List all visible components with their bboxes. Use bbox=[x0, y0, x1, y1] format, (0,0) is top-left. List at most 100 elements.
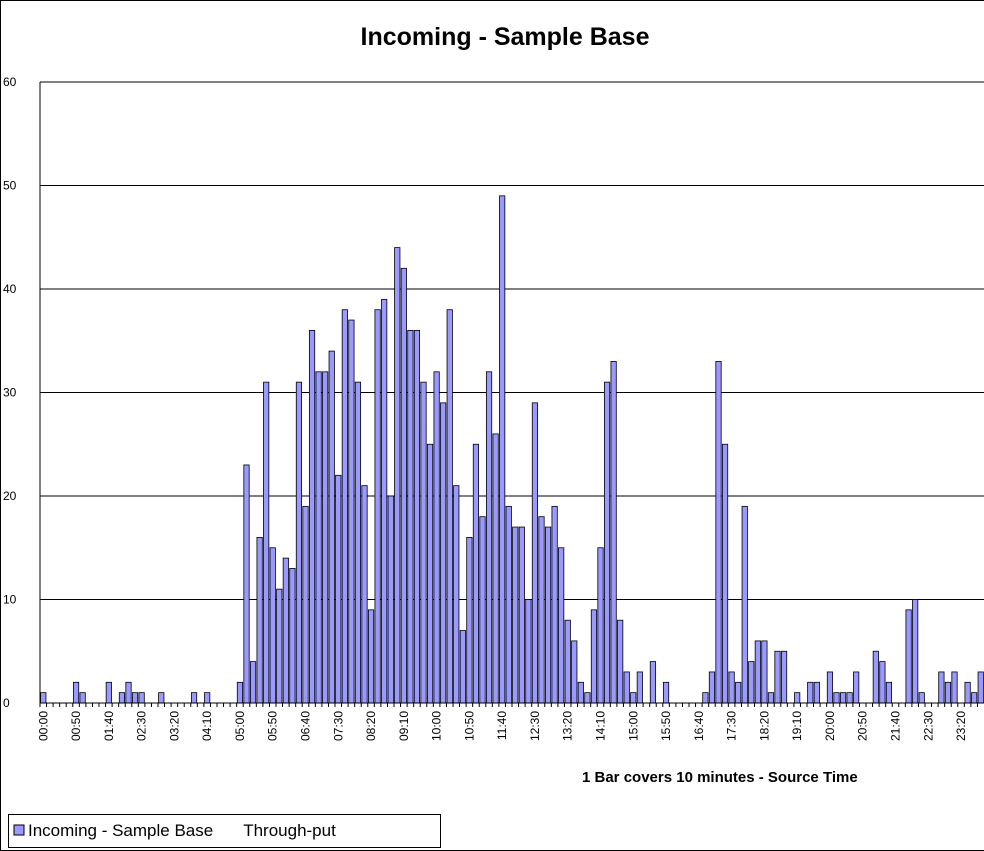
x-tick-label: 03:20 bbox=[167, 711, 181, 741]
bar bbox=[538, 516, 545, 704]
bar bbox=[603, 381, 611, 704]
bar bbox=[315, 371, 322, 704]
bar bbox=[577, 681, 584, 704]
bar bbox=[499, 195, 506, 704]
bar bbox=[708, 671, 716, 704]
bar bbox=[951, 671, 958, 704]
bar bbox=[158, 692, 165, 704]
y-tick-label: 0 bbox=[3, 696, 10, 710]
legend-label: Incoming - Sample Base bbox=[28, 821, 213, 840]
x-tick-label: 18:20 bbox=[757, 711, 771, 741]
bar bbox=[597, 547, 604, 704]
bar bbox=[702, 692, 709, 704]
x-tick-label: 04:10 bbox=[200, 711, 214, 741]
bar bbox=[518, 526, 525, 704]
bar bbox=[525, 599, 532, 704]
x-tick-label: 16:40 bbox=[692, 711, 706, 741]
x-tick-label: 23:20 bbox=[954, 711, 968, 741]
bar bbox=[40, 692, 47, 704]
bar bbox=[767, 692, 775, 704]
bar bbox=[433, 371, 440, 704]
y-tick-label: 40 bbox=[3, 282, 17, 296]
x-tick-label: 13:20 bbox=[561, 711, 575, 741]
bar bbox=[374, 309, 381, 704]
bar bbox=[564, 619, 571, 704]
bar bbox=[912, 599, 919, 704]
bar bbox=[846, 692, 853, 704]
y-tick-label: 10 bbox=[3, 593, 17, 607]
bar bbox=[794, 692, 801, 704]
bar bbox=[649, 661, 657, 704]
x-tick-label: 09:10 bbox=[397, 711, 411, 741]
bar bbox=[879, 661, 886, 704]
bar bbox=[544, 526, 552, 704]
bar bbox=[269, 547, 276, 704]
bar bbox=[918, 692, 925, 704]
bar bbox=[440, 402, 447, 704]
bar bbox=[610, 361, 617, 704]
bar bbox=[131, 692, 139, 704]
bar bbox=[728, 671, 735, 704]
bar bbox=[125, 681, 132, 704]
bar bbox=[243, 464, 250, 704]
x-tick-label: 05:00 bbox=[233, 711, 247, 741]
bar bbox=[354, 381, 362, 704]
bar bbox=[72, 681, 80, 704]
bar bbox=[453, 485, 460, 704]
bar bbox=[813, 681, 820, 704]
bar bbox=[413, 329, 421, 704]
x-tick-label: 20:50 bbox=[856, 711, 870, 741]
x-tick-label: 22:30 bbox=[921, 711, 935, 741]
bar bbox=[420, 381, 427, 704]
bar bbox=[944, 681, 952, 704]
y-tick-label: 50 bbox=[3, 179, 17, 193]
y-tick-label: 60 bbox=[3, 75, 17, 89]
bar bbox=[735, 681, 742, 704]
bar bbox=[295, 381, 303, 704]
bar bbox=[885, 681, 893, 704]
bar bbox=[400, 267, 407, 704]
bar bbox=[741, 505, 748, 704]
bar bbox=[302, 505, 309, 704]
bar bbox=[754, 640, 761, 704]
chart-title: Incoming - Sample Base bbox=[361, 23, 650, 51]
bar bbox=[826, 671, 834, 704]
bar bbox=[964, 681, 971, 704]
bar bbox=[446, 309, 453, 704]
bar bbox=[584, 692, 591, 704]
x-tick-label: 01:40 bbox=[102, 711, 116, 741]
bar bbox=[407, 329, 414, 704]
bar bbox=[512, 526, 519, 704]
bar bbox=[938, 671, 945, 704]
bar bbox=[807, 681, 814, 704]
bar bbox=[905, 609, 912, 704]
x-tick-label: 14:10 bbox=[594, 711, 608, 741]
bar bbox=[367, 609, 375, 704]
legend-swatch bbox=[13, 824, 25, 836]
bar bbox=[118, 692, 126, 704]
x-tick-label: 15:50 bbox=[659, 711, 673, 741]
bar bbox=[308, 329, 316, 704]
bar bbox=[662, 681, 670, 704]
bar bbox=[322, 371, 329, 704]
bar bbox=[348, 319, 355, 704]
bar bbox=[328, 350, 335, 704]
bar bbox=[853, 671, 860, 704]
bar bbox=[236, 681, 244, 704]
y-tick-label: 30 bbox=[3, 386, 17, 400]
x-tick-label: 20:00 bbox=[823, 711, 837, 741]
bar bbox=[505, 505, 512, 704]
bar bbox=[748, 661, 755, 704]
bar bbox=[479, 516, 486, 704]
bar bbox=[249, 661, 257, 704]
bar bbox=[387, 495, 394, 704]
bar bbox=[263, 381, 270, 704]
x-tick-label: 15:00 bbox=[626, 711, 640, 741]
bar bbox=[630, 692, 637, 704]
bar bbox=[551, 505, 558, 704]
bar bbox=[361, 485, 368, 704]
bar bbox=[761, 640, 768, 704]
